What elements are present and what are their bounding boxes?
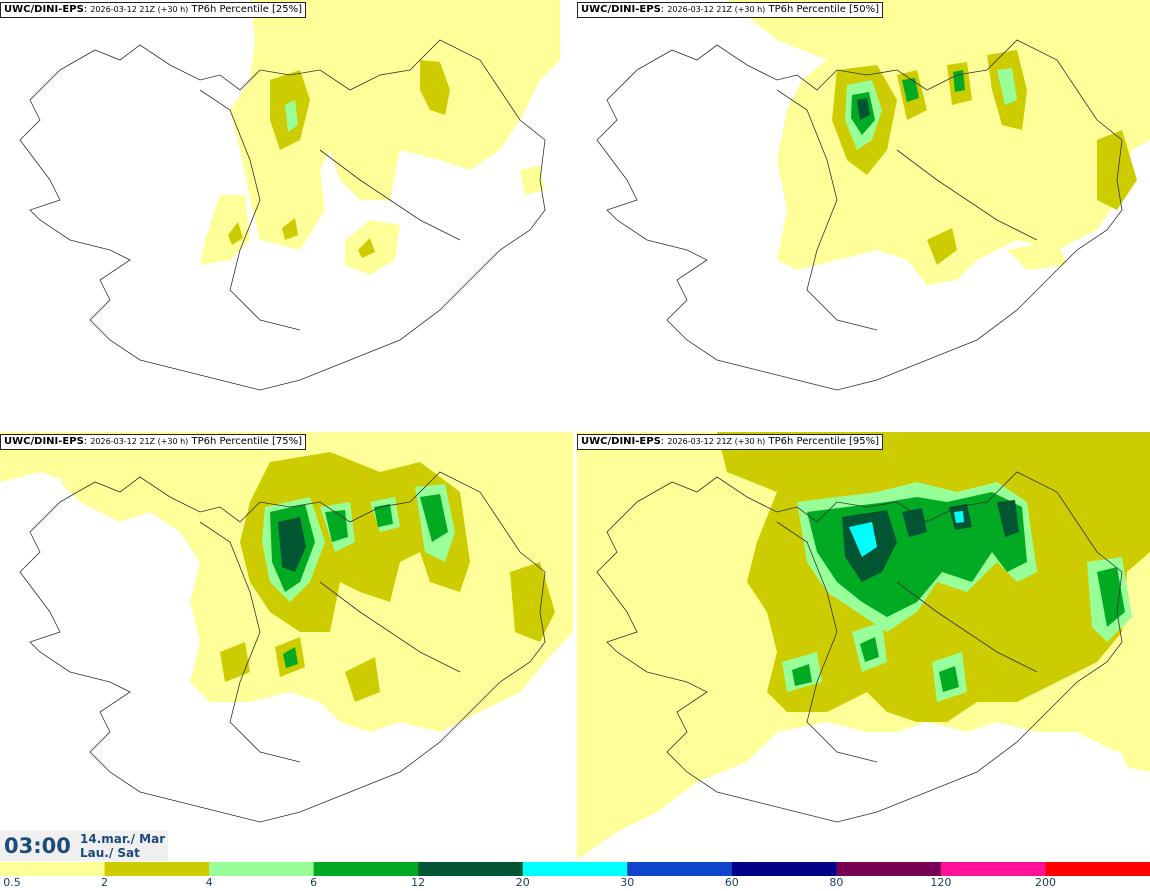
field-name: TP6h Percentile [95%]	[768, 436, 880, 447]
precip-map	[577, 432, 1150, 860]
valid-date-line1: 14.mar./ Mar	[80, 832, 166, 846]
legend-tick-label: 0.5	[3, 876, 21, 889]
precip-map	[19, 0, 560, 391]
model-name: UWC/DINI-EPS	[581, 4, 661, 15]
legend-swatch	[0, 862, 106, 876]
map-panel-p95: UWC/DINI-EPS: 2026-03-12 21Z (+30 h) TP6…	[577, 432, 1150, 860]
legend-swatch	[731, 862, 837, 876]
run-time: 2026-03-12 21Z (+30 h)	[90, 5, 189, 14]
legend-tick-label: 4	[205, 876, 213, 889]
run-time: 2026-03-12 21Z (+30 h)	[667, 437, 766, 446]
legend-swatch	[313, 862, 419, 876]
legend-swatch	[627, 862, 733, 876]
map-panel-p75: UWC/DINI-EPS: 2026-03-12 21Z (+30 h) TP6…	[0, 432, 573, 860]
precip-map	[596, 0, 1150, 391]
legend-tick-label: 120	[930, 876, 952, 889]
valid-time: 03:00	[4, 834, 71, 858]
field-name: TP6h Percentile [75%]	[191, 436, 303, 447]
model-name: UWC/DINI-EPS	[581, 436, 661, 447]
legend-tick-label: 6	[310, 876, 318, 889]
legend-swatch	[836, 862, 942, 876]
map-panel-p50: UWC/DINI-EPS: 2026-03-12 21Z (+30 h) TP6…	[577, 0, 1150, 428]
field-name: TP6h Percentile [25%]	[191, 4, 303, 15]
precip-map	[0, 432, 573, 823]
coastline	[19, 39, 546, 391]
legend-tick-label: 60	[724, 876, 739, 889]
legend-tick-label: 12	[411, 876, 426, 889]
legend-tick-label: 30	[620, 876, 635, 889]
valid-date-line2: Lau./ Sat	[80, 846, 140, 860]
precip-fill	[577, 432, 1150, 860]
legend-tick-label: 80	[829, 876, 844, 889]
panel-title: UWC/DINI-EPS: 2026-03-12 21Z (+30 h) TP6…	[577, 2, 884, 18]
valid-time-box: 03:00 14.mar./ Mar Lau./ Sat	[0, 830, 168, 861]
run-time: 2026-03-12 21Z (+30 h)	[90, 437, 189, 446]
legend-swatch	[1045, 862, 1150, 876]
legend-tick-label: 20	[515, 876, 530, 889]
legend-swatch	[522, 862, 628, 876]
precip-fill	[200, 0, 560, 275]
panel-title: UWC/DINI-EPS: 2026-03-12 21Z (+30 h) TP6…	[0, 2, 307, 18]
legend-swatch	[104, 862, 210, 876]
coastline	[596, 39, 1123, 391]
panel-title: UWC/DINI-EPS: 2026-03-12 21Z (+30 h) TP6…	[0, 434, 307, 450]
model-name: UWC/DINI-EPS	[4, 4, 84, 15]
model-name: UWC/DINI-EPS	[4, 436, 84, 447]
map-panel-p25: UWC/DINI-EPS: 2026-03-12 21Z (+30 h) TP6…	[0, 0, 573, 428]
legend-ticks: 0.5 2 4 6 12 20 30 60 80 120 200	[0, 876, 1150, 891]
run-time: 2026-03-12 21Z (+30 h)	[667, 5, 766, 14]
legend-tick-label: 2	[101, 876, 109, 889]
legend-swatch	[418, 862, 524, 876]
legend-swatch	[209, 862, 315, 876]
coastline	[596, 471, 1123, 823]
precip-fill	[727, 0, 1150, 285]
legend-colorbar	[0, 862, 1150, 876]
legend-swatch	[940, 862, 1046, 876]
legend-tick-label: 200	[1034, 876, 1056, 889]
field-name: TP6h Percentile [50%]	[768, 4, 880, 15]
panel-title: UWC/DINI-EPS: 2026-03-12 21Z (+30 h) TP6…	[577, 434, 884, 450]
precip-fill	[0, 432, 573, 732]
coastline	[19, 471, 546, 823]
